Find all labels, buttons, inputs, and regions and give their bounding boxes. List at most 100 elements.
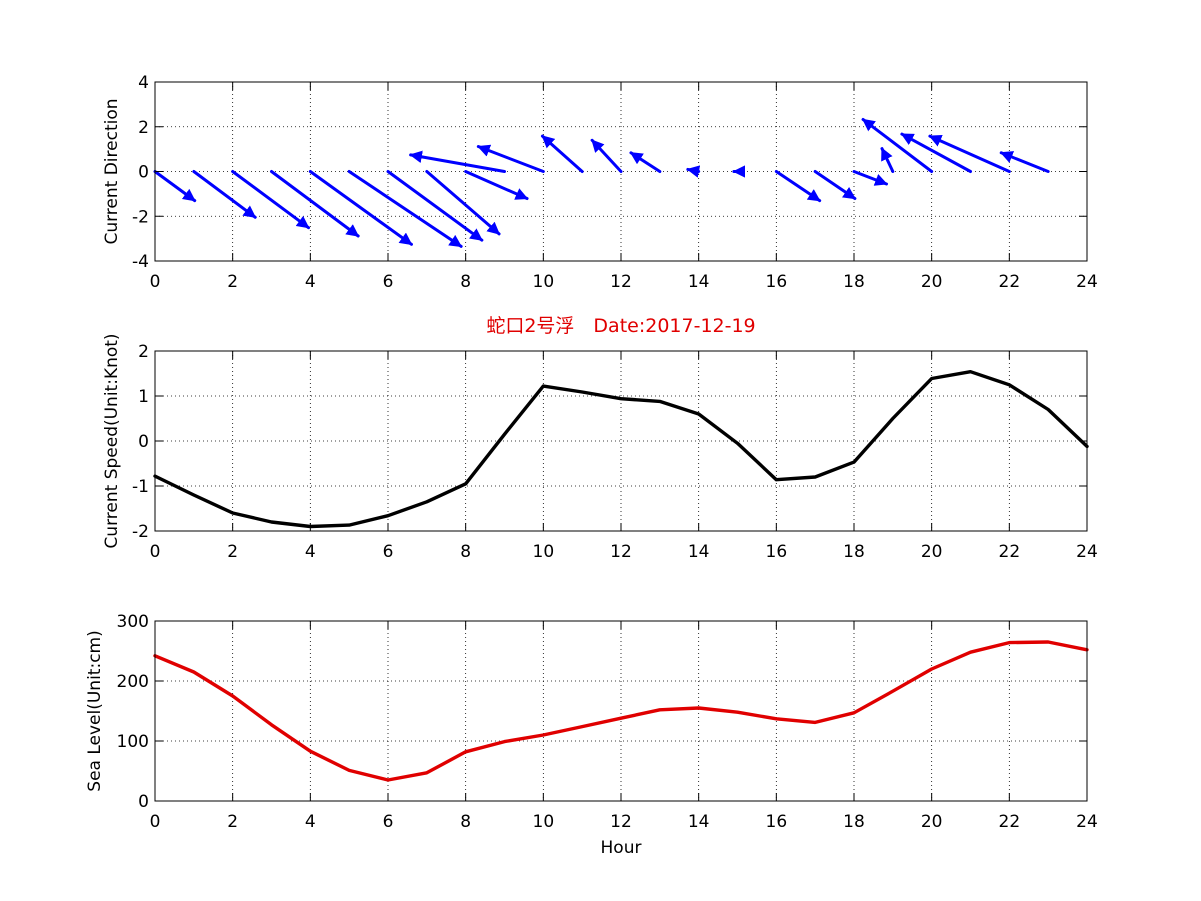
x-tick-label: 4	[305, 812, 316, 832]
x-tick-label: 12	[610, 812, 632, 832]
direction-arrow	[880, 147, 895, 173]
direction-arrow	[464, 170, 529, 201]
direction-arrow	[308, 170, 413, 246]
x-tick-label: 14	[688, 272, 710, 292]
x-tick-labels: 0 2 4 6 8 10 12 14 16 18 20 22 24	[150, 812, 1098, 832]
x-tick-label: 18	[843, 272, 865, 292]
direction-arrow	[270, 170, 360, 238]
x-tick-label: 16	[766, 272, 788, 292]
direction-arrow	[347, 170, 463, 248]
direction-arrow	[999, 151, 1050, 173]
tick-marks	[154, 620, 1088, 802]
x-tick-label: 10	[533, 812, 555, 832]
x-tick-label: 14	[688, 812, 710, 832]
x-tick-labels: 0 2 4 6 8 10 12 14 16 18 20 22 24	[150, 272, 1098, 292]
y-tick-label: 0	[138, 792, 149, 812]
x-tick-label: 22	[999, 272, 1021, 292]
y-tick-label: 300	[117, 612, 149, 632]
direction-arrow	[813, 170, 857, 201]
direction-arrow	[409, 150, 506, 173]
direction-arrow	[686, 165, 701, 178]
x-tick-label: 24	[1076, 272, 1098, 292]
y-tick-label: 0	[138, 432, 149, 452]
x-tick-label: 24	[1076, 812, 1098, 832]
x-tick-label: 14	[688, 542, 710, 562]
x-tick-label: 6	[383, 542, 394, 562]
tick-marks	[154, 81, 1088, 262]
x-tick-label: 20	[921, 542, 943, 562]
direction-arrow	[861, 117, 934, 173]
direction-arrow	[192, 170, 257, 219]
y-tick-label: 2	[138, 118, 149, 138]
direction-arrow	[774, 170, 822, 203]
x-tick-label: 4	[305, 542, 316, 562]
plot-area	[155, 621, 1087, 801]
direction-arrow	[900, 132, 972, 173]
x-tick-label: 16	[766, 542, 788, 562]
x-tick-label: 0	[150, 542, 161, 562]
y-tick-label: -2	[132, 207, 149, 227]
y-tick-label: 1	[138, 387, 149, 407]
y-tick-label: 100	[117, 732, 149, 752]
x-tick-label: 12	[610, 542, 632, 562]
grid	[155, 621, 1087, 801]
x-tick-label: 16	[766, 812, 788, 832]
y-tick-labels: -4 -2 0 2 4	[132, 73, 149, 272]
direction-arrow	[476, 144, 545, 173]
chart-title: 蛇口2号浮 Date:2017-12-19	[486, 315, 755, 337]
x-tick-label: 8	[460, 272, 471, 292]
x-tick-label: 4	[305, 272, 316, 292]
grid	[155, 351, 1087, 531]
x-tick-label: 6	[383, 812, 394, 832]
x-tick-label: 18	[843, 542, 865, 562]
x-tick-label: 24	[1076, 542, 1098, 562]
direction-arrow	[928, 134, 1011, 173]
x-tick-label: 10	[533, 272, 555, 292]
x-tick-label: 10	[533, 542, 555, 562]
sea-level-line	[153, 640, 1089, 782]
x-tick-label: 2	[227, 812, 238, 832]
y-tick-label: -1	[132, 477, 149, 497]
x-tick-label: 20	[921, 272, 943, 292]
direction-arrow	[153, 170, 197, 203]
y-axis-label: Current Direction	[102, 98, 122, 244]
y-tick-label: 2	[138, 342, 149, 362]
x-tick-label: 2	[227, 272, 238, 292]
y-tick-label: -2	[132, 522, 149, 542]
y-tick-label: 4	[138, 73, 149, 93]
direction-arrow	[852, 170, 889, 186]
y-axis-label: Sea Level(Unit:cm)	[85, 630, 105, 791]
direction-vectors	[153, 117, 1050, 248]
direction-arrow	[231, 170, 311, 230]
x-tick-label: 0	[150, 812, 161, 832]
direction-arrow	[386, 170, 484, 242]
direction-arrow	[590, 138, 623, 173]
x-tick-label: 12	[610, 272, 632, 292]
x-tick-label: 22	[999, 542, 1021, 562]
x-tick-label: 8	[460, 542, 471, 562]
tick-marks	[154, 350, 1088, 532]
direction-arrow	[540, 134, 584, 173]
x-tick-label: 2	[227, 542, 238, 562]
x-tick-label: 6	[383, 272, 394, 292]
y-axis-label: Current Speed(Unit:Knot)	[102, 333, 122, 548]
x-tick-label: 8	[460, 812, 471, 832]
x-axis-label: Hour	[601, 838, 642, 858]
direction-arrow	[425, 170, 501, 236]
x-tick-label: 0	[150, 272, 161, 292]
y-tick-label: -4	[132, 252, 149, 272]
x-tick-label: 18	[843, 812, 865, 832]
direction-arrow	[629, 151, 662, 173]
x-tick-label: 22	[999, 812, 1021, 832]
x-tick-label: 20	[921, 812, 943, 832]
y-tick-label: 0	[138, 163, 149, 183]
x-tick-labels: 0 2 4 6 8 10 12 14 16 18 20 22 24	[150, 542, 1098, 562]
y-tick-labels: -2 -1 0 1 2	[132, 342, 149, 542]
y-tick-label: 200	[117, 672, 149, 692]
y-tick-labels: 0 100 200 300	[117, 612, 149, 812]
series-line	[153, 640, 1089, 782]
